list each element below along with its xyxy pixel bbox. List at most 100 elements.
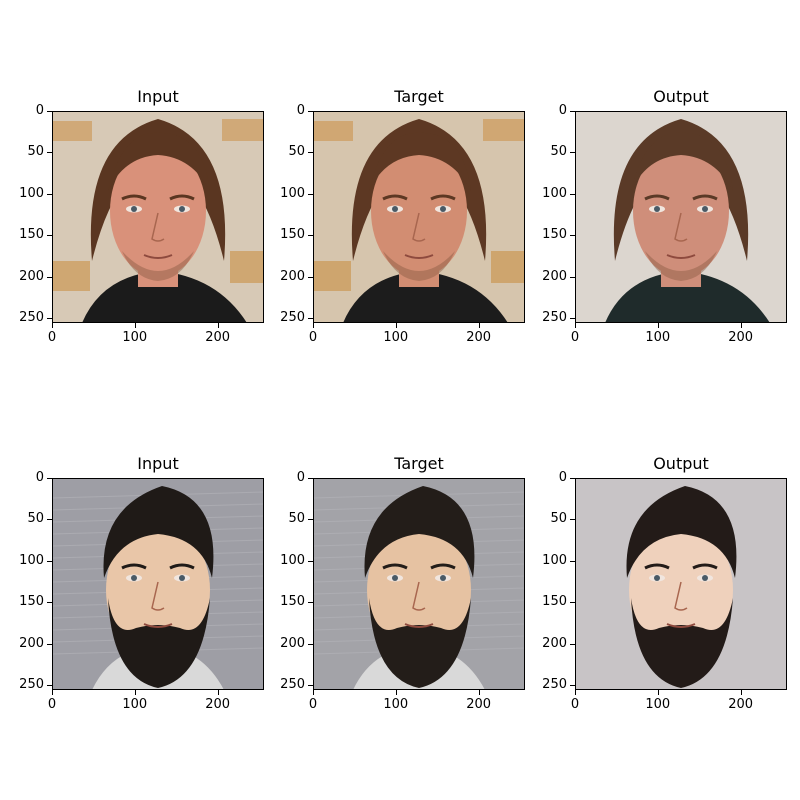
y-tick-label: 0 bbox=[558, 103, 567, 118]
backdrop-block bbox=[222, 119, 264, 141]
x-tick bbox=[395, 323, 397, 328]
x-tick-label: 200 bbox=[728, 697, 754, 712]
x-tick-label: 200 bbox=[205, 697, 231, 712]
y-tick-label: 150 bbox=[19, 594, 44, 610]
y-tick-label: 50 bbox=[27, 144, 44, 160]
face bbox=[371, 145, 467, 277]
panel-input-row-2: Input bbox=[52, 454, 264, 690]
x-tick-label: 0 bbox=[47, 330, 57, 345]
y-tick bbox=[570, 111, 575, 112]
iris-right bbox=[702, 206, 708, 212]
y-tick bbox=[47, 111, 52, 112]
face-image bbox=[575, 478, 787, 690]
y-tick bbox=[47, 602, 52, 604]
hair bbox=[626, 486, 737, 578]
y-tick-label: 0 bbox=[296, 470, 305, 485]
y-tick-label: 200 bbox=[280, 635, 305, 651]
y-tick bbox=[308, 193, 313, 195]
iris-right bbox=[179, 575, 185, 581]
face bbox=[106, 522, 210, 658]
hair bbox=[369, 132, 471, 191]
mouth bbox=[404, 623, 434, 628]
brow-right bbox=[692, 563, 718, 570]
y-tick bbox=[570, 643, 575, 645]
x-tick-label: 100 bbox=[645, 330, 671, 345]
hair bbox=[103, 486, 214, 578]
mouth bbox=[666, 623, 696, 628]
panel-target-row-2: Target bbox=[313, 454, 525, 690]
hair bbox=[631, 132, 733, 191]
y-tick bbox=[570, 193, 575, 195]
y-tick-label: 50 bbox=[27, 511, 44, 527]
y-tick-label: 100 bbox=[280, 552, 305, 568]
y-tick-label: 200 bbox=[280, 268, 305, 284]
brow-right bbox=[169, 563, 195, 570]
brow-left bbox=[121, 563, 147, 570]
y-tick-label: 250 bbox=[542, 310, 567, 326]
y-tick-label: 100 bbox=[19, 185, 44, 201]
x-tick bbox=[134, 323, 136, 328]
y-tick bbox=[308, 643, 313, 645]
y-tick bbox=[47, 685, 52, 687]
y-tick bbox=[47, 519, 52, 521]
iris-left bbox=[131, 206, 137, 212]
x-tick bbox=[134, 690, 136, 695]
axes-frame bbox=[52, 111, 264, 323]
iris-left bbox=[654, 575, 660, 581]
x-tick bbox=[657, 690, 659, 695]
y-tick-label: 150 bbox=[280, 594, 305, 610]
x-tick-label: 200 bbox=[466, 697, 492, 712]
beard bbox=[108, 598, 210, 688]
x-tick bbox=[478, 323, 480, 328]
x-tick-label: 200 bbox=[466, 330, 492, 345]
y-tick bbox=[47, 643, 52, 645]
x-tick-label: 0 bbox=[308, 697, 318, 712]
y-tick-label: 200 bbox=[19, 268, 44, 284]
beard bbox=[369, 598, 471, 688]
panel-title: Target bbox=[394, 454, 444, 473]
stubble bbox=[645, 251, 717, 281]
x-tick bbox=[740, 690, 742, 695]
face-image bbox=[313, 478, 525, 690]
panel-title: Output bbox=[653, 87, 709, 106]
y-tick bbox=[308, 152, 313, 154]
y-tick bbox=[570, 478, 575, 479]
nose bbox=[151, 212, 165, 242]
face bbox=[367, 522, 471, 658]
x-tick-label: 100 bbox=[122, 330, 148, 345]
y-tick bbox=[308, 276, 313, 278]
y-tick bbox=[308, 318, 313, 320]
brow-left bbox=[382, 563, 408, 570]
iris-right bbox=[440, 575, 446, 581]
brow-left bbox=[644, 563, 670, 570]
y-tick bbox=[570, 519, 575, 521]
brow-right bbox=[692, 194, 718, 201]
y-tick-label: 0 bbox=[296, 103, 305, 118]
stubble bbox=[122, 251, 194, 281]
y-tick-label: 100 bbox=[280, 185, 305, 201]
y-tick bbox=[47, 235, 52, 237]
beard bbox=[631, 598, 733, 688]
shirt bbox=[343, 271, 508, 323]
y-tick bbox=[47, 193, 52, 195]
backdrop-block bbox=[230, 251, 264, 283]
axes-frame bbox=[575, 111, 787, 323]
panel-target-row-1: Target bbox=[313, 87, 525, 323]
nose bbox=[674, 581, 688, 611]
y-tick-label: 200 bbox=[542, 268, 567, 284]
x-tick-label: 200 bbox=[728, 330, 754, 345]
y-tick-label: 50 bbox=[288, 511, 305, 527]
x-tick bbox=[575, 323, 576, 328]
face-image bbox=[575, 111, 787, 323]
nose bbox=[412, 212, 426, 242]
iris-left bbox=[392, 206, 398, 212]
x-tick-label: 0 bbox=[570, 697, 580, 712]
y-tick-label: 200 bbox=[19, 635, 44, 651]
y-tick bbox=[308, 478, 313, 479]
axes-frame bbox=[313, 478, 525, 690]
axes-frame bbox=[575, 478, 787, 690]
y-tick-label: 150 bbox=[280, 227, 305, 243]
face bbox=[633, 145, 729, 277]
iris-left bbox=[392, 575, 398, 581]
y-tick-label: 0 bbox=[35, 103, 44, 118]
